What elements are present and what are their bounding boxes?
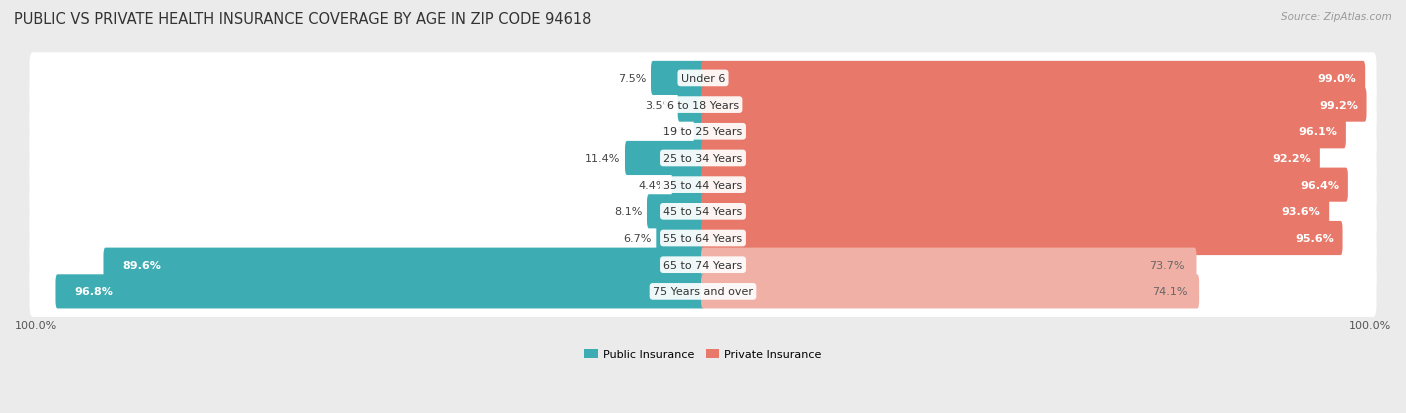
Text: 35 to 44 Years: 35 to 44 Years	[664, 180, 742, 190]
Text: 1.1%: 1.1%	[661, 127, 689, 137]
FancyBboxPatch shape	[702, 221, 1343, 256]
FancyBboxPatch shape	[30, 160, 1376, 211]
FancyBboxPatch shape	[55, 275, 704, 309]
FancyBboxPatch shape	[672, 168, 704, 202]
Text: 99.2%: 99.2%	[1319, 100, 1358, 110]
FancyBboxPatch shape	[30, 133, 1376, 184]
FancyBboxPatch shape	[702, 195, 1329, 229]
FancyBboxPatch shape	[30, 266, 1376, 317]
FancyBboxPatch shape	[702, 168, 1348, 202]
FancyBboxPatch shape	[104, 248, 704, 282]
Text: 74.1%: 74.1%	[1152, 287, 1187, 297]
Text: 19 to 25 Years: 19 to 25 Years	[664, 127, 742, 137]
FancyBboxPatch shape	[30, 107, 1376, 157]
Text: 45 to 54 Years: 45 to 54 Years	[664, 207, 742, 217]
FancyBboxPatch shape	[702, 142, 1320, 176]
Text: 4.4%: 4.4%	[638, 180, 666, 190]
Text: Under 6: Under 6	[681, 74, 725, 84]
Text: 11.4%: 11.4%	[585, 154, 620, 164]
Text: 8.1%: 8.1%	[614, 207, 643, 217]
Text: 93.6%: 93.6%	[1282, 207, 1320, 217]
Text: 99.0%: 99.0%	[1317, 74, 1357, 84]
Text: 96.1%: 96.1%	[1298, 127, 1337, 137]
FancyBboxPatch shape	[651, 62, 704, 96]
FancyBboxPatch shape	[678, 88, 704, 122]
FancyBboxPatch shape	[30, 53, 1376, 104]
Text: 96.8%: 96.8%	[75, 287, 112, 297]
Text: 96.4%: 96.4%	[1301, 180, 1339, 190]
Text: 95.6%: 95.6%	[1295, 233, 1334, 243]
Text: 92.2%: 92.2%	[1272, 154, 1312, 164]
FancyBboxPatch shape	[30, 213, 1376, 264]
Text: 75 Years and over: 75 Years and over	[652, 287, 754, 297]
Text: PUBLIC VS PRIVATE HEALTH INSURANCE COVERAGE BY AGE IN ZIP CODE 94618: PUBLIC VS PRIVATE HEALTH INSURANCE COVER…	[14, 12, 592, 27]
FancyBboxPatch shape	[30, 186, 1376, 237]
Text: 65 to 74 Years: 65 to 74 Years	[664, 260, 742, 270]
Text: 25 to 34 Years: 25 to 34 Years	[664, 154, 742, 164]
Text: Source: ZipAtlas.com: Source: ZipAtlas.com	[1281, 12, 1392, 22]
FancyBboxPatch shape	[30, 240, 1376, 291]
FancyBboxPatch shape	[626, 142, 704, 176]
FancyBboxPatch shape	[693, 115, 704, 149]
Text: 89.6%: 89.6%	[122, 260, 162, 270]
Legend: Public Insurance, Private Insurance: Public Insurance, Private Insurance	[579, 344, 827, 363]
FancyBboxPatch shape	[647, 195, 704, 229]
FancyBboxPatch shape	[702, 248, 1197, 282]
FancyBboxPatch shape	[30, 80, 1376, 131]
FancyBboxPatch shape	[702, 275, 1199, 309]
Text: 6 to 18 Years: 6 to 18 Years	[666, 100, 740, 110]
FancyBboxPatch shape	[702, 115, 1346, 149]
FancyBboxPatch shape	[702, 62, 1365, 96]
Text: 55 to 64 Years: 55 to 64 Years	[664, 233, 742, 243]
Text: 7.5%: 7.5%	[619, 74, 647, 84]
Text: 3.5%: 3.5%	[645, 100, 673, 110]
Text: 73.7%: 73.7%	[1149, 260, 1184, 270]
FancyBboxPatch shape	[657, 221, 704, 256]
FancyBboxPatch shape	[702, 88, 1367, 122]
Text: 6.7%: 6.7%	[623, 233, 651, 243]
